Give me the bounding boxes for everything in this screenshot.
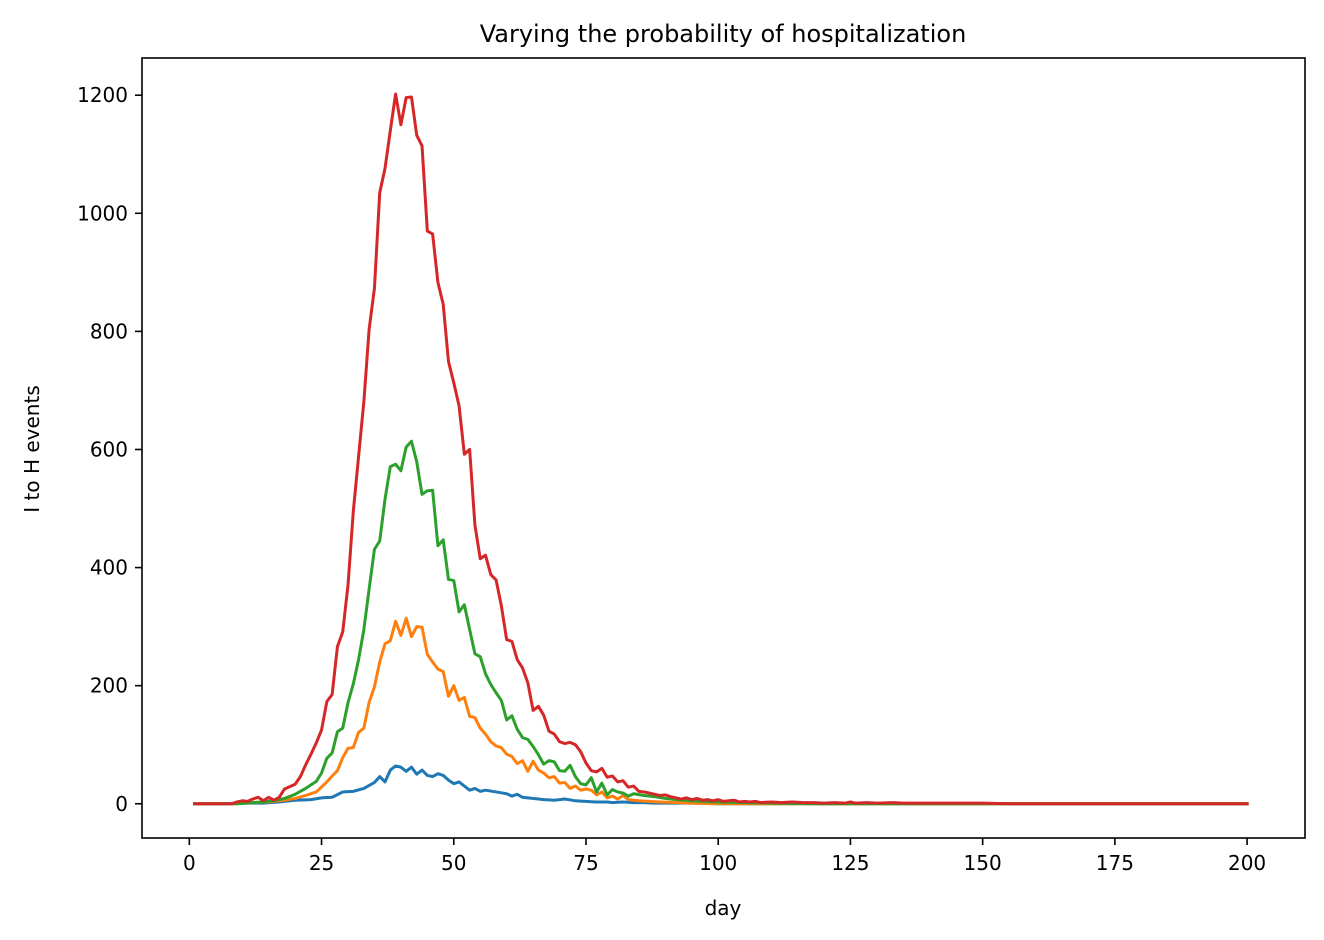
y-axis-label: I to H events	[20, 385, 44, 512]
y-tick-label: 0	[115, 792, 128, 816]
x-axis: 0 25 50 75 100 125 150 175 200	[183, 838, 1266, 875]
x-tick-label: 75	[573, 851, 598, 875]
y-axis: 0 200 400 600 800 1000 1200	[77, 83, 142, 816]
series-3-line	[193, 439, 1249, 806]
plot-area	[141, 57, 1306, 839]
y-tick-label: 600	[90, 437, 128, 461]
x-tick-label: 175	[1096, 851, 1134, 875]
x-tick-label: 100	[699, 851, 737, 875]
y-tick-label: 200	[90, 674, 128, 698]
chart-title: Varying the probability of hospitalizati…	[480, 20, 967, 48]
x-tick-label: 125	[831, 851, 869, 875]
plot-frame	[141, 57, 1306, 839]
y-tick-label: 400	[90, 556, 128, 580]
y-tick-label: 1200	[77, 83, 128, 107]
x-tick-label: 25	[309, 851, 334, 875]
x-tick-label: 50	[441, 851, 466, 875]
x-axis-label: day	[705, 896, 742, 920]
series-1-line	[193, 764, 1249, 806]
y-tick-label: 1000	[77, 201, 128, 225]
x-tick-label: 200	[1228, 851, 1266, 875]
x-tick-label: 0	[183, 851, 196, 875]
y-tick-label: 800	[90, 319, 128, 343]
series-2-line	[193, 616, 1249, 806]
series-4-line	[193, 92, 1249, 806]
x-tick-label: 150	[964, 851, 1002, 875]
